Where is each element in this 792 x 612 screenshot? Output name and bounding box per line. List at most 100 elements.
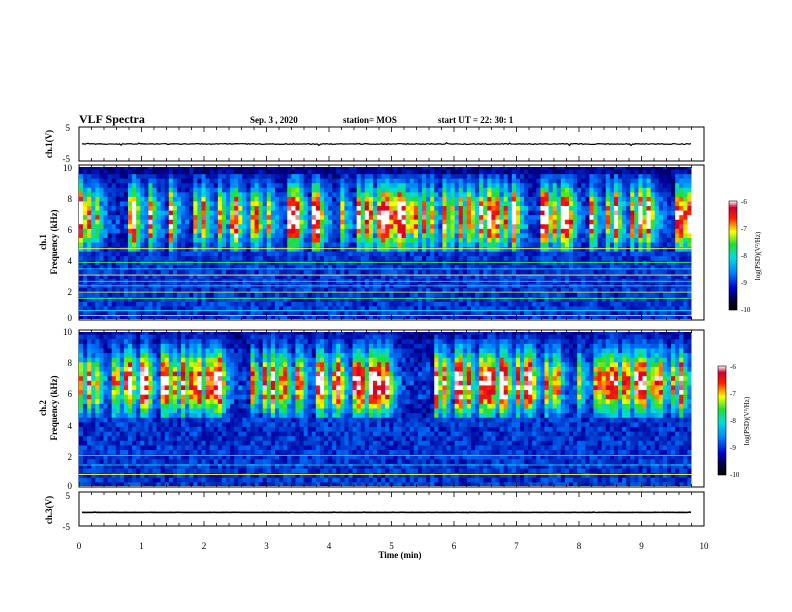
spec1-cell-4253 — [589, 178, 594, 184]
spec1-cell-4539 — [622, 242, 627, 248]
spec1-cell-4599 — [630, 206, 635, 211]
spec1-cell-3268 — [471, 183, 476, 189]
spec1-cell-4314 — [593, 301, 598, 307]
spec1-cell-2656 — [397, 183, 402, 189]
spec1-cell-144 — [95, 201, 100, 207]
spec1-cell-3849 — [540, 196, 545, 202]
spec1-cell-3486 — [495, 247, 500, 253]
spec1-cell-191 — [99, 260, 104, 266]
spec1-cell-2314 — [356, 174, 362, 180]
spec1-cell-3890 — [544, 228, 549, 234]
spec1-cell-2809 — [413, 260, 419, 266]
spec1-cell-2252 — [348, 201, 353, 207]
spec1-cell-4089 — [569, 206, 574, 211]
spec1-cell-584 — [148, 192, 153, 198]
spec1-cell-2944 — [430, 256, 435, 262]
spec1-cell-3165 — [458, 178, 464, 184]
spec1-cell-32 — [79, 310, 84, 316]
spec1-cell-3300 — [475, 174, 480, 180]
spec1-cell-4049 — [564, 178, 570, 184]
spec1-cell-3402 — [487, 174, 492, 180]
spec1-cell-2593 — [389, 206, 394, 211]
spec1-cell-2732 — [405, 219, 411, 225]
spec1-cell-1489 — [254, 288, 260, 294]
spec1-cell-3349 — [479, 242, 484, 248]
spec1-cell-70 — [87, 174, 92, 180]
spec1-cell-424 — [128, 237, 133, 243]
spec1-cell-3648 — [515, 210, 521, 216]
spec1-cell-2226 — [344, 237, 349, 243]
spec1-cell-1435 — [250, 196, 255, 202]
spec1-cell-1795 — [291, 288, 296, 294]
spec1-cell-3435 — [491, 169, 496, 175]
spec1-cell-4559 — [626, 178, 631, 184]
spec1-cell-3588 — [507, 247, 513, 253]
spec1-cell-2352 — [360, 192, 366, 198]
spec1-cell-3333 — [479, 169, 484, 175]
spec1-cell-2826 — [417, 183, 423, 189]
spec1-cell-1429 — [250, 169, 255, 175]
spec1-cell-4802 — [654, 201, 660, 207]
spec1-cell-2867 — [422, 215, 427, 221]
spec1-cell-405 — [123, 306, 129, 312]
spec1-cell-2217 — [344, 196, 349, 202]
spec1-cell-874 — [181, 274, 186, 280]
spec1-cell-3992 — [556, 228, 562, 234]
spec1-cell-2675 — [397, 269, 402, 275]
spec1-cell-2242 — [344, 310, 349, 316]
spec1-cell-1450 — [250, 265, 255, 271]
spec1-cell-2349 — [360, 178, 366, 184]
spec1-cell-3363 — [479, 306, 484, 312]
spec1-cell-1155 — [213, 315, 219, 319]
spec1-cell-3703 — [520, 306, 525, 312]
spec1-cell-4872 — [662, 210, 668, 216]
spec1-cell-1566 — [266, 174, 272, 180]
spec1-cell-2456 — [373, 201, 378, 207]
spec1-cell-4778 — [650, 247, 656, 253]
spec1-cell-2905 — [426, 233, 431, 239]
spec1-cell-2845 — [417, 269, 423, 275]
spec1-cell-3841 — [536, 315, 541, 319]
spec1-cell-548 — [144, 183, 149, 189]
spec1-cell-2077 — [328, 178, 333, 184]
spec1-cell-3555 — [503, 251, 509, 257]
spec1-cell-4852 — [658, 274, 664, 280]
spec1-cell-4375 — [601, 269, 607, 275]
spec1-cell-2776 — [409, 265, 415, 271]
spec1-cell-1886 — [303, 237, 309, 243]
spec1-cell-1219 — [221, 297, 227, 303]
spec1-cell-889 — [185, 187, 190, 193]
spec1-cell-2834 — [417, 219, 423, 225]
spec1-cell-3202 — [462, 192, 468, 198]
spec1-cell-879 — [181, 297, 186, 303]
spec1-cell-2708 — [401, 265, 407, 271]
spec1-cell-4894 — [662, 310, 668, 316]
spec1-cell-2295 — [352, 242, 358, 248]
spec1-cell-235 — [103, 306, 108, 312]
spec1-cell-3899 — [544, 269, 549, 275]
spec1-cell-4056 — [564, 210, 570, 216]
spec1-cell-4168 — [577, 256, 582, 262]
spec1-cell-4515 — [618, 288, 623, 294]
spec1-cell-74 — [87, 192, 92, 198]
spec1-cell-4055 — [564, 206, 570, 211]
spec1-cell-3359 — [479, 288, 484, 294]
spec1-cell-1630 — [270, 310, 276, 316]
spec1-cell-4396 — [605, 210, 611, 216]
spec1-cell-2267 — [348, 269, 353, 275]
spec1-cell-1689 — [279, 269, 284, 275]
spec1-cell-797 — [172, 233, 178, 239]
spec1-cell-519 — [140, 206, 145, 211]
spec1-cell-2203 — [340, 288, 345, 294]
spec1-cell-4370 — [601, 247, 607, 253]
spec1-cell-4975 — [675, 215, 680, 221]
spec1-cell-2033 — [319, 288, 325, 294]
spec1-cell-4148 — [577, 167, 582, 170]
spec1-cell-4335 — [597, 242, 603, 248]
spec1-cell-3146 — [454, 247, 460, 253]
spec1-cell-78 — [87, 210, 92, 216]
spec1-cell-1885 — [303, 233, 309, 239]
spec1-cell-2261 — [348, 242, 353, 248]
spec1-cell-1770 — [291, 174, 296, 180]
spec1-cell-4374 — [601, 265, 607, 271]
